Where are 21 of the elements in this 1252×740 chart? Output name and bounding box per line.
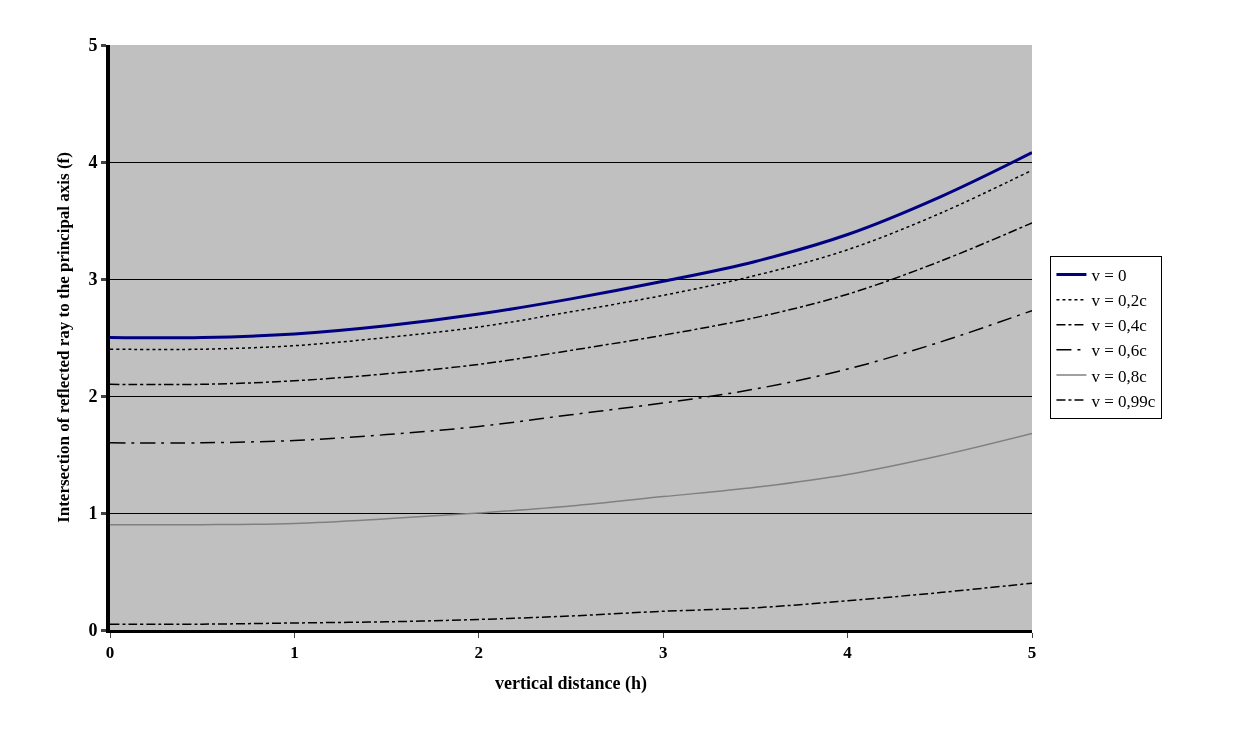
- y-tick-label: 4: [88, 152, 98, 173]
- legend-label: v = 0,8c: [1091, 366, 1148, 386]
- x-axis-title: vertical distance (h): [495, 672, 647, 694]
- y-tick-label: 1: [88, 503, 98, 524]
- y-axis-title: Intersection of reflected ray to the principal axis (f): [54, 152, 74, 523]
- x-tick-label: 0: [105, 643, 115, 663]
- y-tick-label: 3: [88, 269, 98, 290]
- line-series: [110, 432, 1032, 526]
- x-tick-label: 5: [1027, 643, 1037, 663]
- x-tick-label: 4: [843, 643, 853, 663]
- legend-label: v = 0: [1091, 266, 1127, 286]
- x-tick-label: 1: [290, 643, 299, 663]
- legend-label: v = 0,6c: [1091, 341, 1148, 361]
- y-tick-label: 0: [88, 620, 98, 641]
- x-tick-label: 2: [474, 643, 484, 663]
- y-tick-label: 5: [88, 35, 98, 56]
- legend-label: v = 0,2c: [1091, 291, 1148, 311]
- legend-label: v = 0,4c: [1091, 316, 1148, 336]
- y-tick-label: 2: [88, 386, 98, 407]
- x-tick-label: 3: [658, 643, 668, 663]
- legend-label: v = 0,99c: [1091, 391, 1156, 411]
